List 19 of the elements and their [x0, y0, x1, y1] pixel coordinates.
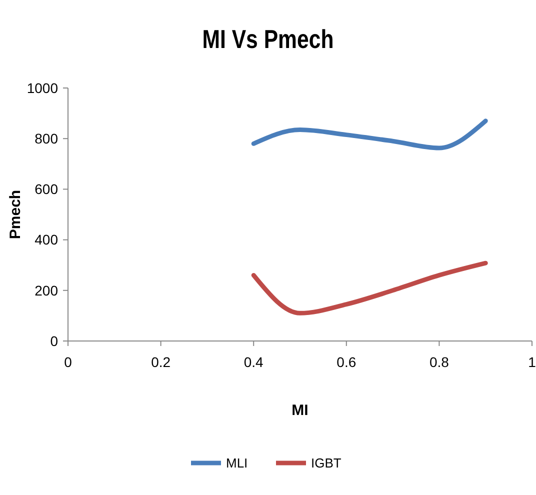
x-tick-label: 1: [528, 354, 536, 370]
x-tick-label: 0.8: [429, 354, 450, 370]
x-tick-label: 0.6: [336, 354, 356, 370]
x-tick-label: 0: [64, 354, 72, 370]
y-tick-label: 400: [34, 232, 58, 248]
y-tick-label: 1000: [26, 80, 58, 96]
y-axis-title: Pmech: [7, 190, 24, 240]
line-series: [251, 260, 488, 316]
y-tick-label: 200: [34, 282, 58, 298]
x-axis-title: MI: [292, 402, 308, 419]
x-tick-label: 0.4: [244, 354, 264, 370]
x-tick-label: 0.2: [151, 354, 171, 370]
line-series: [251, 118, 488, 150]
legend-label: IGBT: [311, 456, 342, 471]
chart-title: MI Vs Pmech: [202, 25, 334, 55]
y-tick-label: 600: [34, 181, 58, 198]
legend-label: MLI: [226, 456, 248, 471]
y-tick-label: 0: [50, 332, 58, 349]
y-tick-label: 800: [34, 130, 58, 146]
